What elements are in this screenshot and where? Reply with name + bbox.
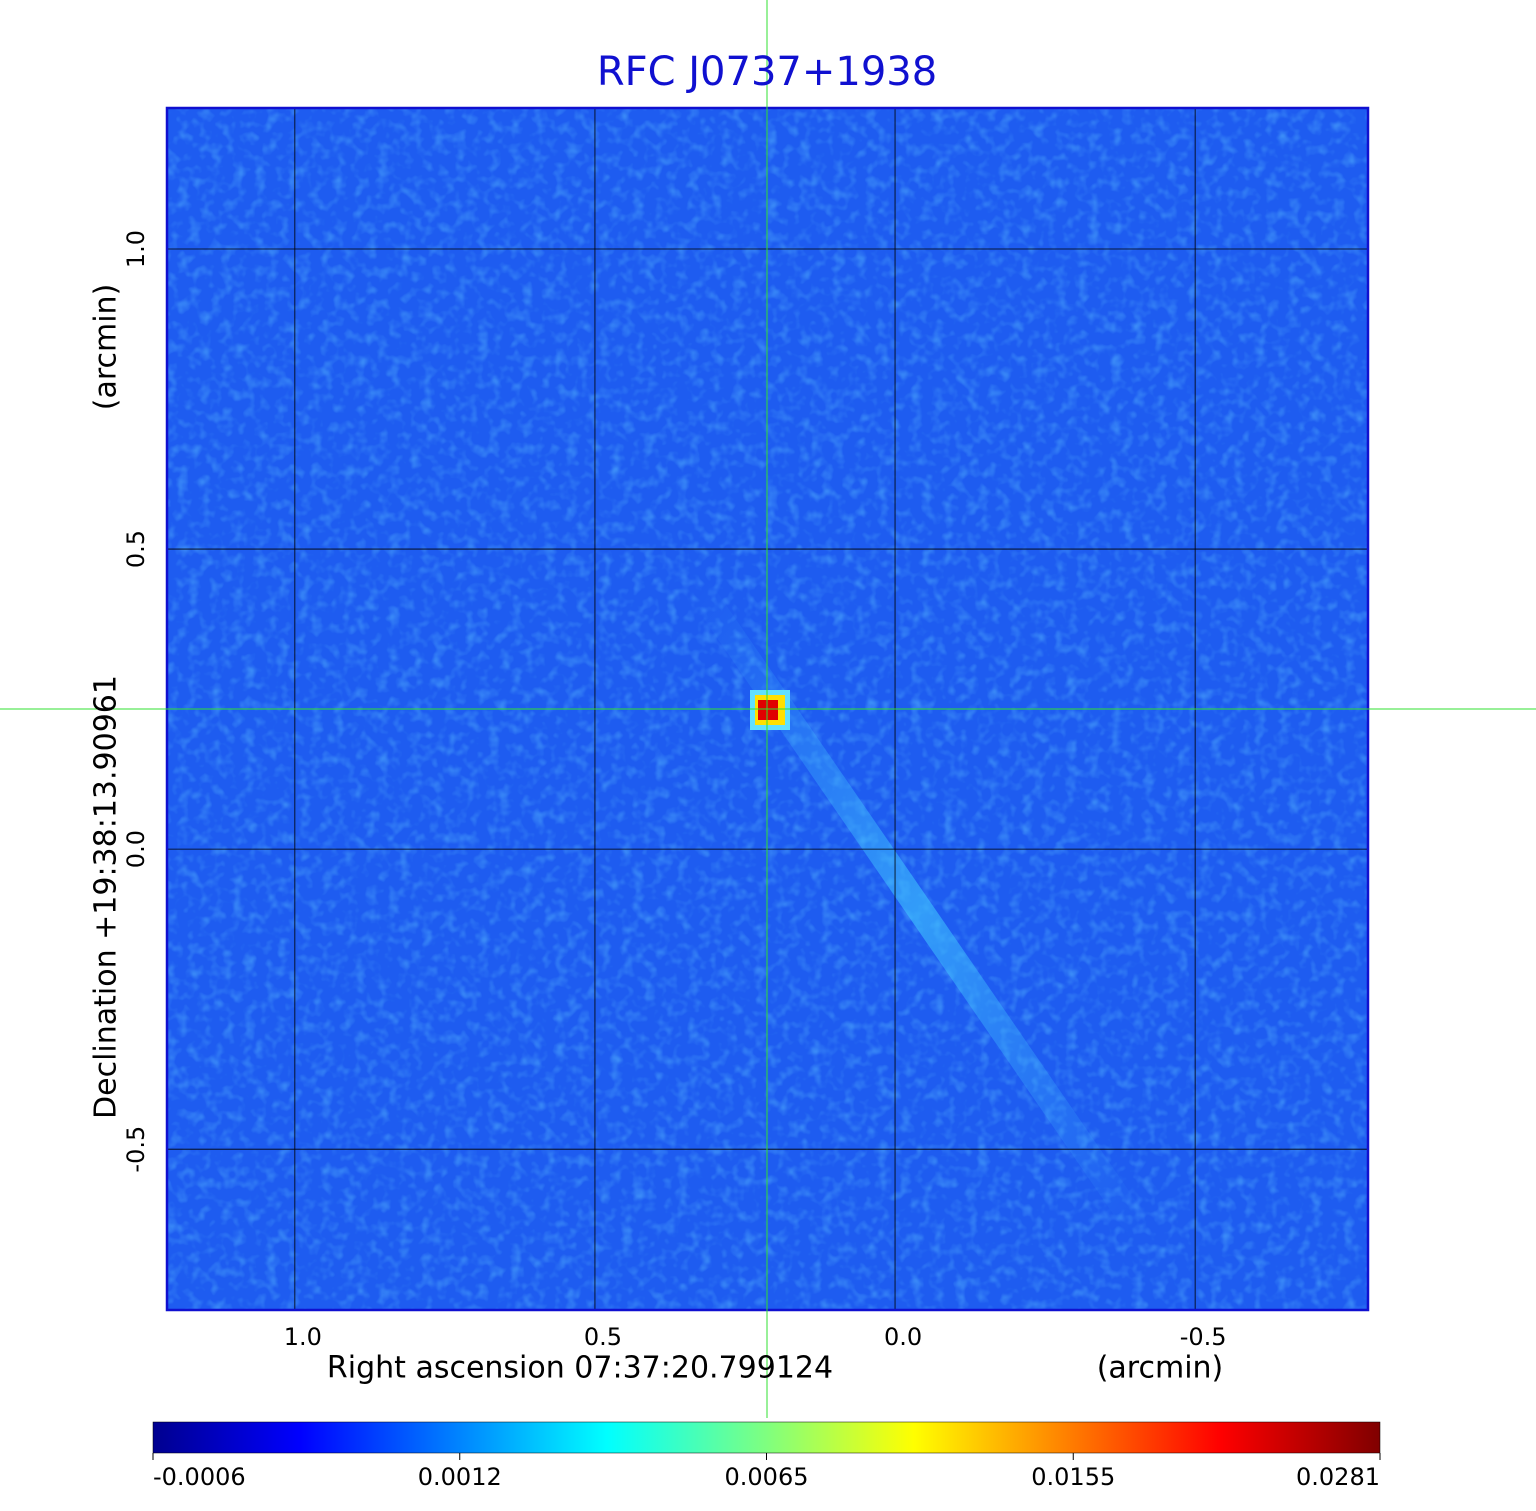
y-tick-label: 0.0 [122,830,150,868]
x-tick-label: 1.0 [284,1323,322,1351]
colorbar-tick-label: 0.0155 [1031,1463,1115,1491]
colorbar [152,1421,1381,1454]
y-tick-label: 1.0 [122,230,150,268]
y-tick-label: -0.5 [122,1126,150,1173]
colorbar-tick-label: 0.0065 [725,1463,809,1491]
x-axis-unit: (arcmin) [1097,1351,1224,1386]
colorbar-tick-label: -0.0006 [153,1463,246,1491]
chart-title: RFC J0737+1938 [597,49,937,95]
y-tick-label: 0.5 [122,530,150,568]
x-tick-label: -0.5 [1180,1323,1227,1351]
x-tick-label: 0.0 [884,1323,922,1351]
colorbar-tick-label: 0.0012 [418,1463,502,1491]
colorbar-tick-label: 0.0281 [1296,1463,1380,1491]
x-axis-label: Right ascension 07:37:20.799124 [327,1351,833,1386]
source-peak [758,700,778,720]
y-axis-label: Declination +19:38:13.90961 [89,675,124,1119]
y-axis-unit: (arcmin) [89,284,124,411]
x-tick-label: 0.5 [584,1323,622,1351]
